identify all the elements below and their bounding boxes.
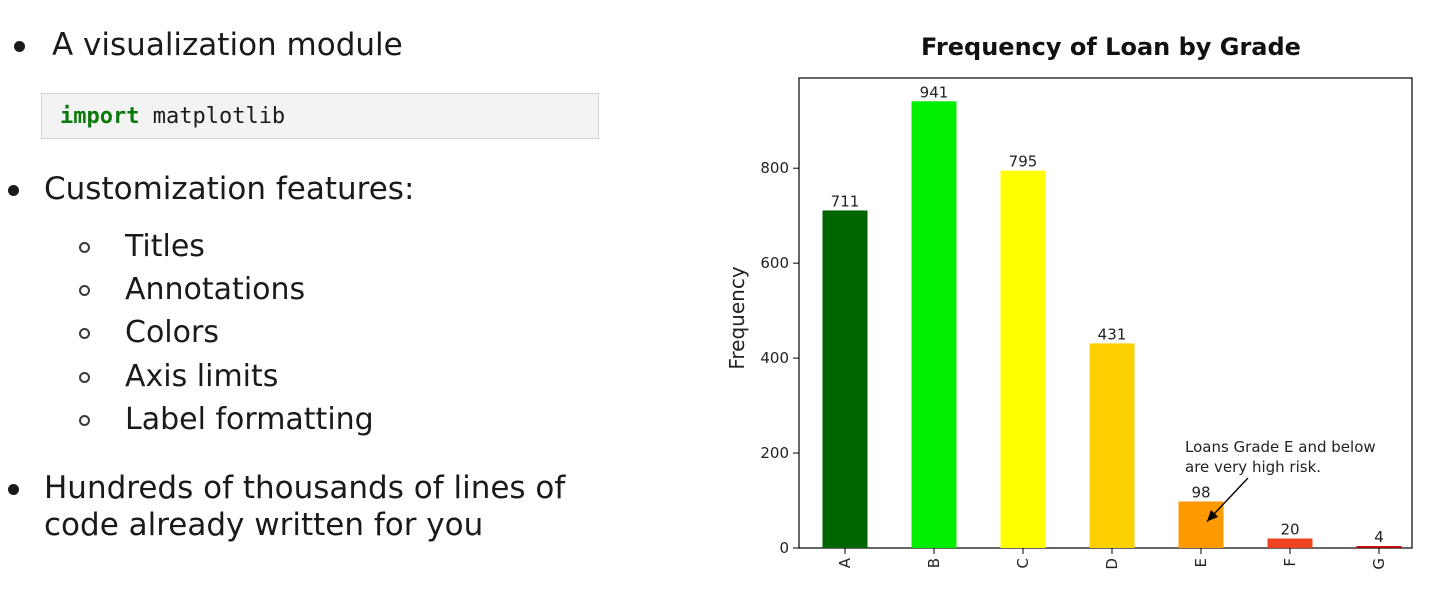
hollow-bullet-icon: [79, 414, 90, 426]
y-tick-label: 400: [760, 349, 789, 367]
ticks-layer: A B C D E F G 0 200 400 600 800: [760, 159, 1388, 569]
annotation-arrowhead-icon: [1207, 510, 1219, 522]
annotation-text-line2: are very high risk.: [1185, 458, 1321, 476]
hollow-bullet-icon: [79, 371, 90, 383]
x-tick-label: F: [1281, 558, 1299, 567]
annotation-text-line1: Loans Grade E and below: [1185, 438, 1376, 456]
code-snippet: import matplotlib: [41, 93, 599, 139]
bullet-text: Customization features:: [44, 171, 415, 207]
bars-layer: 711 941 795 431 98 20 4: [822, 83, 1402, 549]
bullet-item: Customization features:: [8, 171, 414, 208]
bar-value-label: 98: [1191, 483, 1210, 501]
bar-value-label: 20: [1280, 521, 1299, 539]
sub-item-text: Titles: [125, 229, 205, 264]
chart-title: Frequency of Loan by Grade: [921, 33, 1301, 61]
hollow-bullet-icon: [79, 241, 90, 253]
code-keyword: import: [60, 104, 140, 129]
sub-item-text: Label formatting: [125, 402, 374, 437]
bar-g: [1356, 546, 1402, 548]
sub-item-text: Colors: [125, 315, 219, 350]
bar-e: [1178, 501, 1224, 548]
y-tick-label: 0: [779, 539, 789, 557]
y-tick-label: 600: [760, 254, 789, 272]
bar-value-label: 795: [1009, 153, 1038, 171]
bullet-text: A visualization module: [52, 27, 403, 63]
bar-value-label: 941: [920, 83, 949, 101]
x-tick-label: D: [1103, 558, 1121, 570]
bar-chart: Frequency of Loan by Grade Frequency 711…: [725, 33, 1413, 570]
x-tick-label: G: [1370, 558, 1388, 570]
bar-d: [1089, 343, 1135, 548]
bullet-item: Hundreds of thousands of lines of code a…: [8, 470, 565, 544]
hollow-bullet-icon: [79, 284, 90, 296]
sub-list-item: Annotations: [79, 272, 305, 308]
hollow-bullet-icon: [79, 327, 90, 339]
bullet-dot-icon: [8, 185, 19, 196]
sub-item-text: Axis limits: [125, 359, 279, 394]
sub-list-item: Titles: [79, 229, 205, 265]
sub-item-text: Annotations: [125, 272, 306, 307]
code-rest: matplotlib: [139, 104, 286, 129]
bar-value-label: 711: [831, 192, 860, 210]
bullet-dot-icon: [14, 41, 25, 52]
x-tick-label: A: [836, 557, 854, 568]
y-tick-label: 200: [760, 444, 789, 462]
bar-c: [1000, 170, 1046, 549]
y-axis-label: Frequency: [725, 266, 749, 369]
y-tick-label: 800: [760, 159, 789, 177]
bar-value-label: 431: [1098, 325, 1127, 343]
bar-a: [822, 210, 868, 549]
x-tick-label: E: [1192, 558, 1210, 567]
sub-list-item: Label formatting: [79, 402, 374, 438]
x-tick-label: B: [925, 558, 943, 568]
bullet-text: Hundreds of thousands of lines of code a…: [44, 470, 566, 543]
bar-b: [911, 101, 957, 548]
bullet-item: A visualization module: [14, 27, 403, 64]
bullet-dot-icon: [8, 484, 19, 495]
x-tick-label: C: [1014, 558, 1032, 568]
bar-value-label: 4: [1374, 528, 1384, 546]
sub-list-item: Colors: [79, 315, 219, 351]
bar-f: [1267, 538, 1313, 548]
sub-list-item: Axis limits: [79, 359, 278, 395]
annotation-layer: Loans Grade E and below are very high ris…: [1185, 438, 1376, 522]
